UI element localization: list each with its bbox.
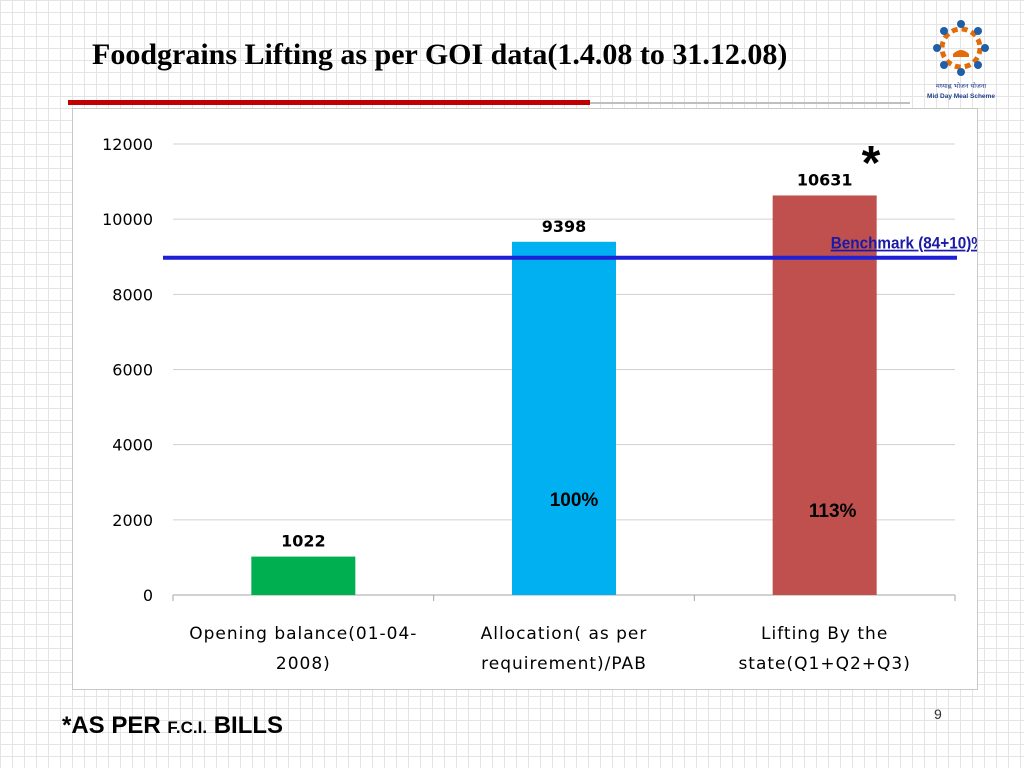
y-tick-label: 4000 xyxy=(112,436,153,455)
footnote-star: * xyxy=(62,712,72,739)
percent-label: 113% xyxy=(809,501,857,522)
data-label: 1022 xyxy=(281,532,326,551)
x-tick-label: Opening balance(01-04- xyxy=(189,624,417,644)
x-tick-label: Allocation( as per xyxy=(481,624,648,644)
bar-chart: 020004000600080001000012000Foodgrains (i… xyxy=(102,135,977,674)
footnote-fci: F.C.I. xyxy=(167,718,208,737)
benchmark-label: Benchmark (84+10)% xyxy=(831,234,977,253)
page-number: 9 xyxy=(934,706,942,722)
title-underline-grey xyxy=(590,102,910,104)
footnote-main: AS PER xyxy=(71,712,168,739)
annotation-star: * xyxy=(862,137,881,190)
slide-title: Foodgrains Lifting as per GOI data(1.4.0… xyxy=(92,38,788,71)
footnote: *AS PER F.C.I. BILLS xyxy=(62,712,283,740)
logo-subcaption: Mid Day Meal Scheme xyxy=(927,93,995,100)
y-tick-label: 2000 xyxy=(112,511,153,530)
data-label: 10631 xyxy=(797,170,853,189)
percent-label: 100% xyxy=(550,490,599,511)
x-tick-label: Lifting By the xyxy=(761,624,888,644)
x-tick-label: requirement)/PAB xyxy=(481,654,647,674)
data-label: 9398 xyxy=(542,217,587,236)
logo-emblem-icon xyxy=(933,20,989,76)
chart-frame: 020004000600080001000012000Foodgrains (i… xyxy=(72,108,978,690)
title-underline-red xyxy=(68,100,590,105)
bar xyxy=(772,195,877,595)
y-tick-label: 6000 xyxy=(112,361,153,380)
y-tick-label: 10000 xyxy=(102,210,153,229)
bar xyxy=(251,556,356,595)
bar xyxy=(512,241,616,595)
logo-caption: मध्याह्न भोजन योजना xyxy=(936,82,987,90)
mid-day-meal-logo: मध्याह्न भोजन योजना Mid Day Meal Scheme xyxy=(927,20,995,100)
y-tick-label: 12000 xyxy=(102,135,153,154)
y-tick-label: 8000 xyxy=(112,285,153,304)
footnote-bills: BILLS xyxy=(207,712,284,739)
y-tick-label: 0 xyxy=(143,586,153,605)
x-tick-label: 2008) xyxy=(276,654,331,674)
x-tick-label: state(Q1+Q2+Q3) xyxy=(738,654,910,674)
